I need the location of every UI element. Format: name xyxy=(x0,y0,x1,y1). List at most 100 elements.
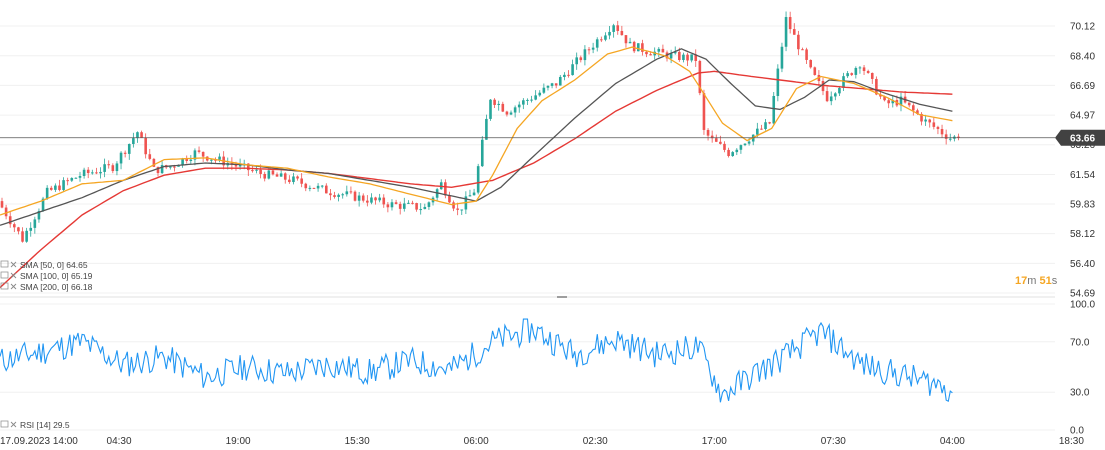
candle-body xyxy=(21,231,24,242)
candle-body xyxy=(99,171,102,174)
candle-body xyxy=(907,102,911,106)
candle-body xyxy=(719,141,722,144)
candle-body xyxy=(452,202,455,209)
candle-body xyxy=(251,170,254,172)
candle-body xyxy=(690,54,693,61)
candle-body xyxy=(772,95,776,124)
candle-body xyxy=(747,141,751,144)
candle-body xyxy=(382,197,386,205)
candle-body xyxy=(456,208,459,210)
price-axis[interactable]: 70.1268.4066.6964.9763.2661.5459.8358.12… xyxy=(1070,22,1095,300)
candle-body xyxy=(460,209,464,211)
candle-body xyxy=(402,203,406,209)
countdown-part: 17 xyxy=(1015,275,1027,287)
rsi-tick-label: 0.0 xyxy=(1070,426,1084,437)
price-tick-label: 58.12 xyxy=(1070,229,1095,240)
price-tick-label: 59.83 xyxy=(1070,200,1095,211)
candle-body xyxy=(682,54,685,61)
candle-body xyxy=(66,180,69,182)
candle-body xyxy=(267,170,271,179)
legend-settings-icon xyxy=(0,282,9,290)
candle-body xyxy=(583,49,587,61)
candle-body xyxy=(95,172,98,174)
candle-body xyxy=(542,87,546,93)
candle-body xyxy=(8,216,12,225)
candle-body xyxy=(234,164,238,167)
candle-body xyxy=(103,164,106,172)
candle-body xyxy=(567,74,570,76)
candle-body xyxy=(292,176,295,183)
legend-entry: SMA [200, 0] 66.18 xyxy=(20,282,93,292)
candle-body xyxy=(727,149,730,157)
candle-body xyxy=(870,72,874,79)
legend-settings-icon xyxy=(0,271,9,279)
candle-body xyxy=(193,150,197,160)
candle-body xyxy=(714,138,718,142)
candle-body xyxy=(218,156,221,160)
candle-body xyxy=(784,17,788,47)
candle-body xyxy=(312,187,316,189)
current-price-tag: 63.66 xyxy=(1055,129,1105,146)
candle-body xyxy=(169,166,172,168)
candle-body xyxy=(82,169,86,176)
candle-body xyxy=(764,122,767,130)
candle-body xyxy=(144,137,147,155)
candle-body xyxy=(189,159,193,162)
candle-body xyxy=(768,122,771,124)
candle-body xyxy=(361,195,365,201)
countdown-text: 17m 51s xyxy=(1015,275,1058,287)
time-axis[interactable]: 17.09.2023 14:00 04:30 19:00 15:30 06:00 02:3… xyxy=(0,436,1084,447)
price-tag-background xyxy=(1055,129,1105,146)
candle-body xyxy=(468,195,472,197)
candle-body xyxy=(62,180,65,190)
time-tick-label: 19:00 xyxy=(226,436,251,447)
candle-body xyxy=(148,154,152,159)
candle-body xyxy=(875,78,878,95)
rsi-tick-label: 70.0 xyxy=(1070,337,1090,348)
candle-body xyxy=(415,203,418,210)
rsi-axis: 100.0 70.0 30.0 0.0 xyxy=(1070,300,1095,437)
candle-body xyxy=(86,169,90,174)
candle-body xyxy=(485,118,488,140)
candle-body xyxy=(271,170,275,175)
candle-body xyxy=(698,60,702,94)
countdown-part: m xyxy=(1027,275,1036,287)
candle-body xyxy=(846,73,849,77)
candle-body xyxy=(160,165,164,174)
candle-body xyxy=(111,165,115,172)
candle-body xyxy=(928,119,932,123)
candle-body xyxy=(390,202,394,208)
candle-body xyxy=(324,185,328,194)
candle-body xyxy=(936,126,940,130)
rsi-tick-label: 100.0 xyxy=(1070,300,1095,311)
legend-settings-icon xyxy=(0,260,9,268)
candle-body xyxy=(632,41,636,52)
pane-resize-handle[interactable] xyxy=(557,296,567,298)
candle-body xyxy=(821,81,825,92)
candle-body xyxy=(706,129,710,136)
candle-body xyxy=(723,143,726,150)
grid-lines xyxy=(0,25,1055,431)
candle-body xyxy=(255,169,258,171)
candle-body xyxy=(776,68,780,96)
candle-body xyxy=(797,34,800,50)
candle-body xyxy=(33,219,37,228)
candle-body xyxy=(329,193,332,196)
candle-body xyxy=(197,150,201,152)
rsi-tick-label: 30.0 xyxy=(1070,388,1090,399)
candle-body xyxy=(850,73,854,75)
candle-body xyxy=(575,57,578,65)
candle-body xyxy=(407,202,410,204)
candle-body xyxy=(78,175,82,178)
candle-body xyxy=(238,164,242,167)
candle-body xyxy=(645,51,648,55)
countdown-part: 51 xyxy=(1036,275,1051,287)
candle-body xyxy=(829,96,833,102)
candle-body xyxy=(756,128,759,135)
candle-body xyxy=(628,41,632,44)
legend-close-icon xyxy=(10,283,17,290)
candle-body xyxy=(522,100,525,105)
candle-body xyxy=(801,49,804,51)
